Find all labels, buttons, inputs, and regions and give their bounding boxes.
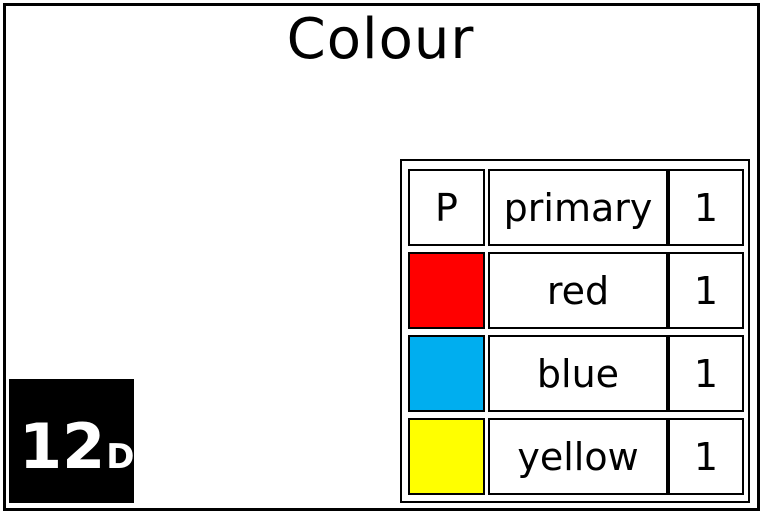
header-code-cell: P [408, 169, 485, 246]
badge-letter: D [106, 437, 135, 477]
row-word-blue: blue [488, 335, 668, 412]
card-number-badge: 12 D [9, 379, 135, 503]
header-count-cell: 1 [668, 169, 744, 246]
colour-table: P primary 1 red 1 blue 1 yellow 1 [400, 159, 750, 503]
swatch-red [408, 252, 485, 329]
row-count-blue: 1 [668, 335, 744, 412]
swatch-yellow [408, 418, 485, 495]
row-count-red: 1 [668, 252, 744, 329]
header-word-cell: primary [488, 169, 668, 246]
row-count-yellow: 1 [668, 418, 744, 495]
swatch-blue [408, 335, 485, 412]
row-word-yellow: yellow [488, 418, 668, 495]
row-word-red: red [488, 252, 668, 329]
card-title: Colour [286, 7, 475, 72]
badge-number: 12 [19, 410, 106, 483]
